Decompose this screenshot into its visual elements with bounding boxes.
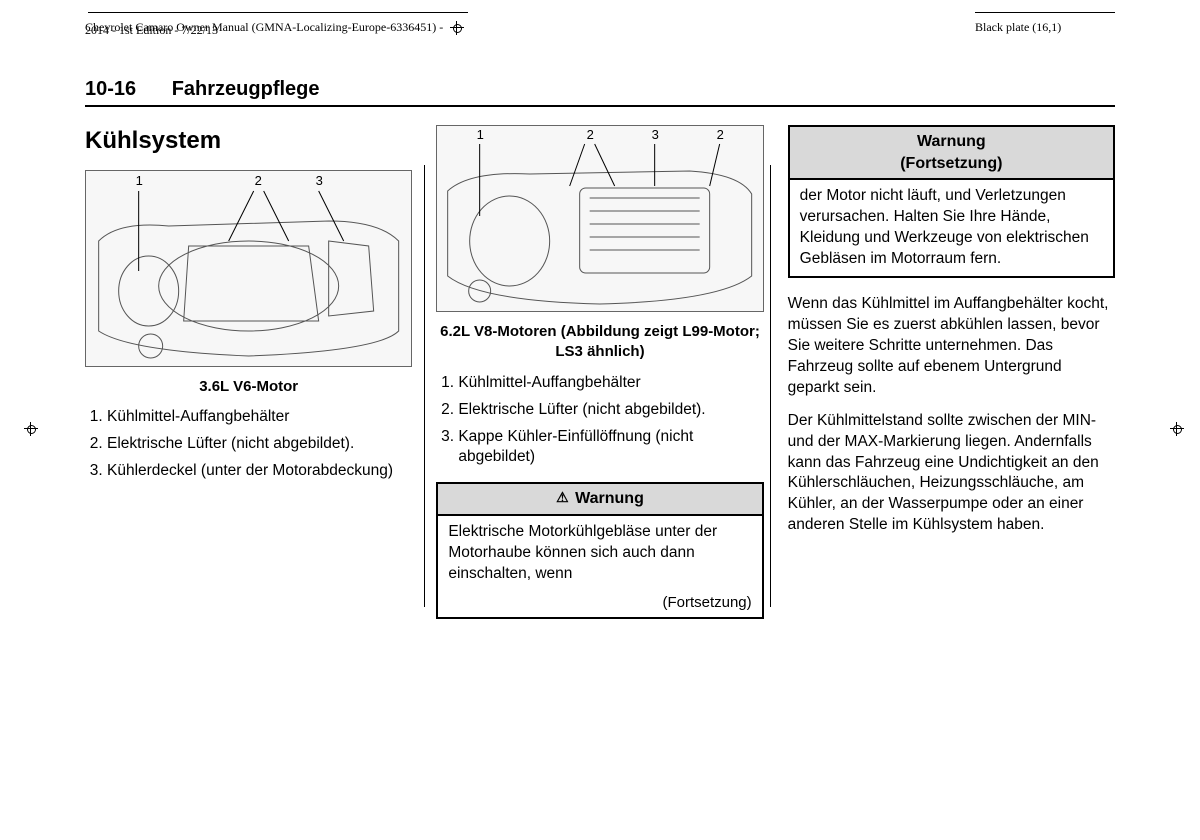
list-item: Elektrische Lüfter (nicht abgebildet).	[458, 400, 763, 421]
column-2: 1 2 3 2 6.2L V8-Motoren (Abbildung zeigt…	[436, 125, 763, 619]
body-paragraph: Der Kühlmittelstand sollte zwischen der …	[788, 411, 1115, 537]
component-list: Kühlmittel-Auffangbehälter Elektrische L…	[85, 407, 412, 482]
warning-box-continued: Warnung (Fortsetzung) der Motor nicht lä…	[788, 125, 1115, 278]
body-paragraph: Wenn das Kühlmittel im Auffangbe­hälter …	[788, 294, 1115, 399]
svg-text:3: 3	[316, 173, 323, 188]
list-item: Kappe Kühler-Einfüllöffnung (nicht abgeb…	[458, 427, 763, 469]
registration-mark-icon	[450, 21, 464, 35]
page: Chevrolet Camaro Owner Manual (GMNA-Loca…	[0, 0, 1200, 649]
warning-body: der Motor nicht läuft, und Verlet­zungen…	[790, 180, 1113, 276]
warning-title: ⚠ Warnung	[438, 484, 761, 516]
component-list: Kühlmittel-Auffangbehälter Elektrische L…	[436, 373, 763, 469]
engine-diagram-v8: 1 2 3 2	[436, 125, 763, 312]
warning-box: ⚠ Warnung Elektrische Motorkühlgebläse u…	[436, 482, 763, 619]
list-item: Kühlmittel-Auffangbehälter	[107, 407, 412, 428]
list-item: Kühlerdeckel (unter der Motorab­deckung)	[107, 461, 412, 482]
figure-caption: 3.6L V6-Motor	[85, 377, 412, 397]
page-header: 10-16 Fahrzeugpflege	[85, 78, 1115, 107]
svg-text:3: 3	[652, 127, 659, 142]
svg-text:2: 2	[717, 127, 724, 142]
list-item: Kühlmittel-Auffangbehälter	[458, 373, 763, 394]
section-heading: Kühlsystem	[85, 125, 412, 157]
column-3: Warnung (Fortsetzung) der Motor nicht lä…	[788, 125, 1115, 619]
figure-caption: 6.2L V8-Motoren (Abbildung zeigt L99-Mot…	[436, 322, 763, 363]
column-divider	[770, 165, 771, 607]
plate-label: Black plate (16,1)	[975, 20, 1061, 34]
doc-meta: Chevrolet Camaro Owner Manual (GMNA-Loca…	[85, 20, 1115, 38]
svg-text:1: 1	[136, 173, 143, 188]
warning-triangle-icon: ⚠	[556, 488, 569, 507]
warning-body: Elektrische Motorkühlgebläse unter der M…	[438, 516, 761, 591]
column-1: Kühlsystem	[85, 125, 412, 619]
warning-continued: (Fortsetzung)	[438, 591, 761, 617]
list-item: Elektrische Lüfter (nicht abgebildet).	[107, 434, 412, 455]
svg-text:2: 2	[587, 127, 594, 142]
column-divider	[424, 165, 425, 607]
warning-title: Warnung (Fortsetzung)	[790, 127, 1113, 180]
svg-text:2: 2	[255, 173, 262, 188]
engine-diagram-v6: 1 2 3	[85, 170, 412, 367]
section-title: Fahrzeugpflege	[172, 78, 320, 100]
svg-text:1: 1	[477, 127, 484, 142]
page-number: 10-16	[85, 78, 136, 100]
